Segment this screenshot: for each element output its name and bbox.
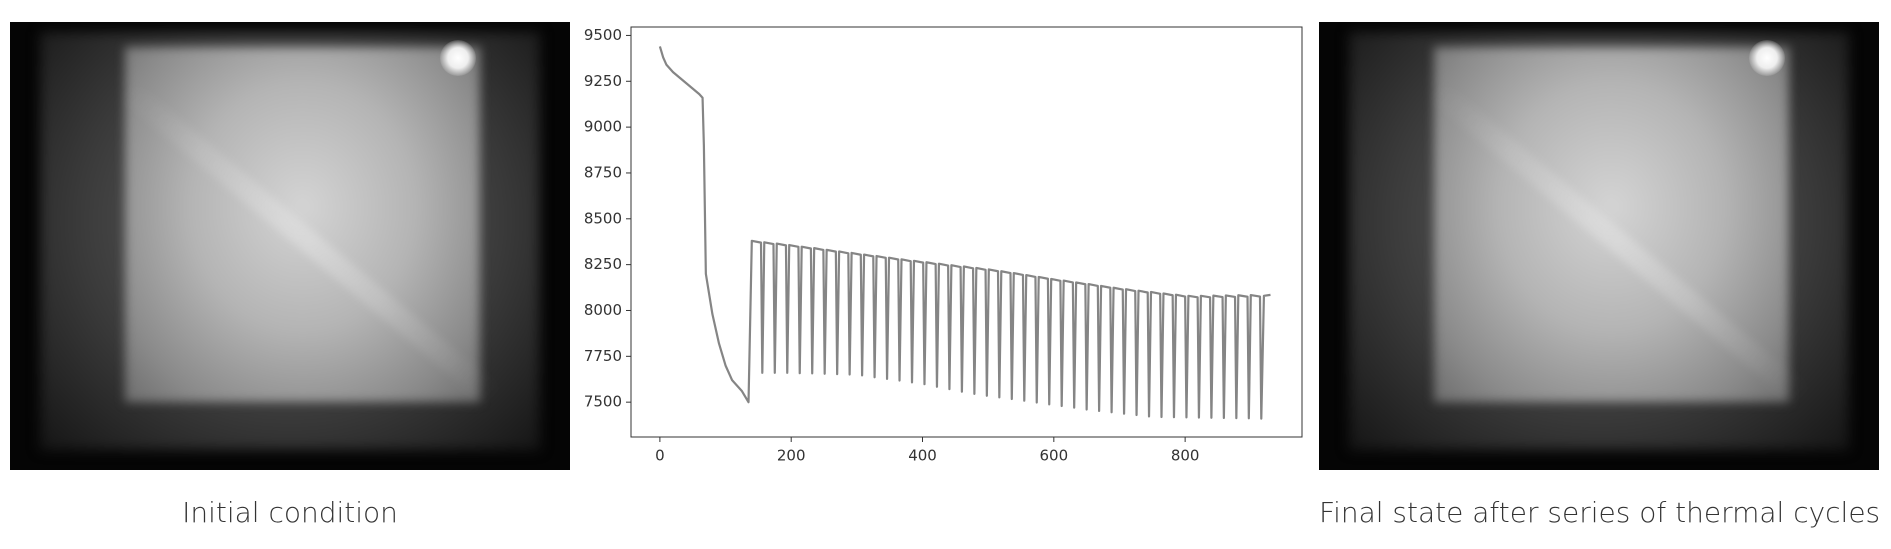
y-tick-label: 8750	[584, 163, 622, 181]
caption: Final state after series of thermal cycl…	[1319, 496, 1881, 529]
y-tick-label: 9250	[584, 72, 622, 90]
initial-photo	[10, 22, 570, 470]
x-tick-label: 800	[1171, 447, 1200, 465]
y-tick-label: 7500	[584, 393, 622, 411]
y-tick-label: 8250	[584, 255, 622, 273]
y-tick-label: 7750	[584, 347, 622, 365]
y-tick-label: 9000	[584, 118, 622, 136]
y-tick-label: 8000	[584, 301, 622, 319]
x-tick-label: 200	[777, 447, 806, 465]
plot-frame	[630, 26, 1303, 438]
final-photo	[1319, 22, 1879, 470]
y-tick-label: 8500	[584, 209, 622, 227]
x-tick-label: 600	[1040, 447, 1069, 465]
caption: Initial condition	[182, 496, 398, 529]
y-tick-label: 9500	[584, 26, 622, 44]
x-tick-label: 400	[908, 447, 937, 465]
x-tick-label: 0	[655, 447, 665, 465]
data-line	[658, 46, 1271, 420]
